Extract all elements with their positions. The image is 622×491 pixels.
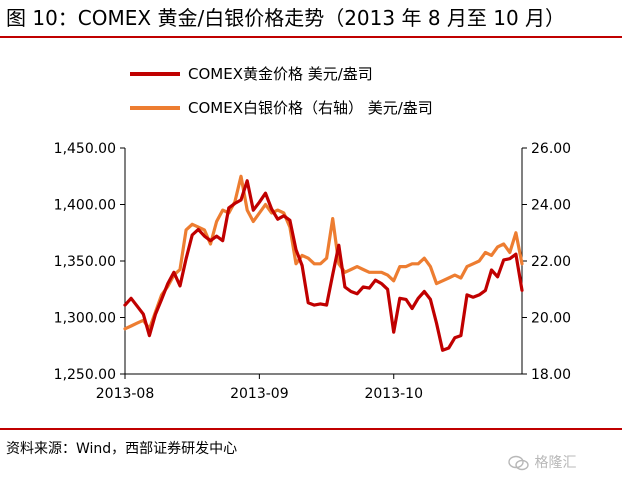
y-left-tick-label: 1,350.00 — [54, 254, 116, 270]
gold-price-line — [123, 179, 524, 352]
y-left-tick-label: 1,250.00 — [54, 367, 116, 383]
series-layer — [123, 174, 524, 352]
source-note: 资料来源：Wind，西部证券研发中心 — [6, 441, 238, 457]
y-left-tick-label: 1,450.00 — [54, 141, 116, 157]
legend: COMEX黄金价格 美元/盎司 COMEX白银价格（右轴） 美元/盎司 — [130, 65, 433, 117]
y-right-tick-label: 24.00 — [531, 198, 571, 214]
y-right-tick-label: 22.00 — [531, 254, 571, 270]
silver-price-line — [123, 174, 524, 331]
x-tick-label: 2013-09 — [230, 386, 289, 402]
x-tick-label: 2013-10 — [364, 386, 423, 402]
figure-title: 图 10：COMEX 黄金/白银价格走势（2013 年 8 月至 10 月） — [6, 6, 566, 30]
y-right-tick-label: 26.00 — [531, 141, 571, 157]
legend-label-silver: COMEX白银价格（右轴） 美元/盎司 — [188, 99, 433, 117]
legend-label-gold: COMEX黄金价格 美元/盎司 — [188, 65, 373, 83]
y-left-tick-label: 1,300.00 — [54, 311, 116, 327]
line-chart: COMEX黄金价格 美元/盎司 COMEX白银价格（右轴） 美元/盎司 1,25… — [54, 65, 571, 402]
watermark: 格隆汇 — [508, 452, 618, 488]
wechat-icon — [508, 455, 529, 471]
bottom-rule — [0, 428, 622, 430]
y-right-tick-label: 20.00 — [531, 311, 571, 327]
y-right-tick-label: 18.00 — [531, 367, 571, 383]
axes: 1,250.00 1,300.00 1,350.00 1,400.00 1,450.00… — [54, 141, 571, 402]
watermark-text: 格隆汇 — [534, 455, 577, 471]
top-rule — [0, 36, 622, 38]
y-left-tick-label: 1,400.00 — [54, 198, 116, 214]
x-tick-label: 2013-08 — [96, 386, 155, 402]
